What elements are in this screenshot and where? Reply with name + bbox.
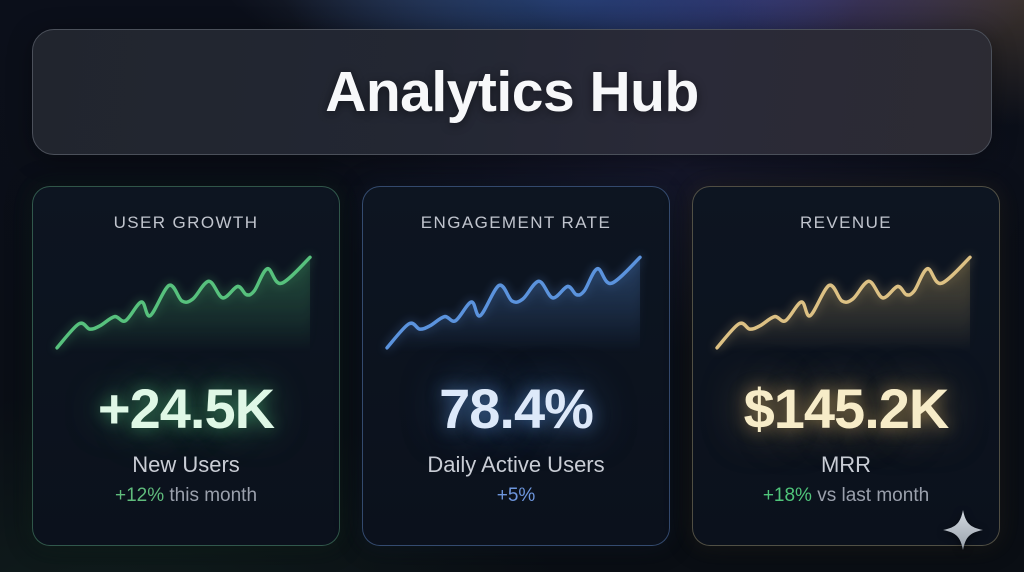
delta-suffix: this month bbox=[164, 485, 258, 506]
card-revenue: REVENUE $145.2K MRR +18% vs last month bbox=[692, 186, 1000, 546]
sparkle-icon bbox=[942, 509, 984, 551]
page-title: Analytics Hub bbox=[325, 60, 699, 124]
card-title: ENGAGEMENT RATE bbox=[420, 213, 612, 232]
metric-delta: +18% vs last month bbox=[763, 485, 929, 507]
delta-percent: +5% bbox=[496, 485, 536, 506]
card-user-growth: USER GROWTH +24.5K New Users +12% this m… bbox=[32, 186, 340, 546]
metric-label: New Users bbox=[132, 452, 240, 477]
metric-value: 78.4% bbox=[439, 377, 594, 440]
metric-delta: +12% this month bbox=[115, 485, 257, 507]
metric-value: +24.5K bbox=[97, 377, 275, 440]
delta-suffix: vs last month bbox=[811, 485, 930, 506]
card-engagement-rate: ENGAGEMENT RATE 78.4% Daily Active Users… bbox=[362, 186, 670, 546]
kpi-cards-row: USER GROWTH +24.5K New Users +12% this m… bbox=[32, 186, 1000, 546]
delta-percent: +18% bbox=[762, 485, 812, 506]
delta-percent: +12% bbox=[114, 485, 165, 506]
metric-label: Daily Active Users bbox=[427, 452, 605, 477]
metric-label: MRR bbox=[820, 452, 872, 477]
card-title: USER GROWTH bbox=[113, 213, 259, 232]
metric-value: $145.2K bbox=[743, 377, 950, 440]
engagement-rate-sparkline-chart bbox=[385, 255, 642, 353]
header-panel: Analytics Hub bbox=[32, 29, 992, 155]
card-title: REVENUE bbox=[800, 213, 892, 232]
metric-delta: +5% bbox=[497, 485, 536, 507]
user-growth-sparkline-chart bbox=[55, 255, 312, 353]
revenue-sparkline-chart bbox=[715, 255, 972, 353]
